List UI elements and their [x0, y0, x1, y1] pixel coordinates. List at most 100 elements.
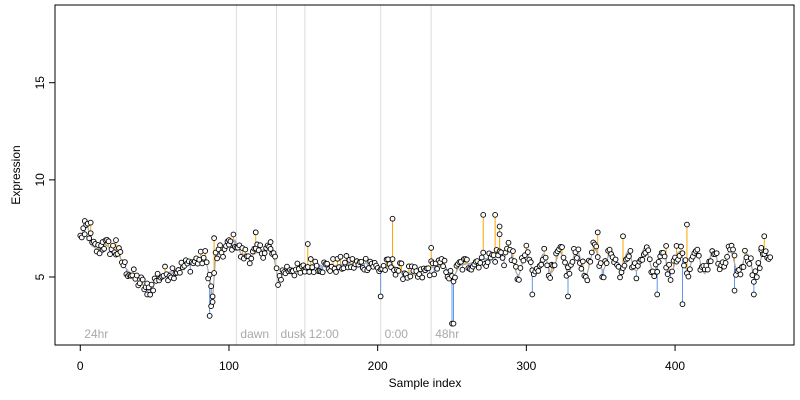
data-point [560, 254, 567, 261]
data-point [419, 274, 426, 281]
data-point [731, 287, 738, 294]
data-point [87, 219, 94, 226]
x-axis-label: Sample index [389, 376, 462, 390]
data-point [588, 249, 595, 256]
data-point [559, 244, 565, 250]
data-point [110, 242, 116, 249]
data-point [177, 269, 183, 276]
data-point [260, 255, 267, 261]
phase-label: dusk [281, 327, 307, 341]
data-point [749, 272, 756, 278]
data-point [154, 270, 161, 277]
data-point [87, 230, 94, 237]
data-point [651, 273, 658, 280]
data-point [452, 274, 458, 281]
y-tick-label: 5 [33, 273, 47, 280]
data-point [681, 262, 687, 269]
data-point [694, 246, 701, 253]
data-point [594, 229, 601, 236]
data-point [273, 265, 280, 272]
data-point [501, 262, 507, 269]
data-point [756, 265, 763, 271]
data-point [684, 221, 690, 228]
data-point [117, 249, 124, 255]
data-point [584, 277, 591, 284]
data-point [246, 260, 253, 267]
data-point [600, 274, 607, 281]
data-point [669, 268, 675, 275]
x-axis: 0 100 200 300 400 [77, 344, 685, 373]
data-point [516, 277, 522, 283]
data-point [731, 252, 738, 259]
data-point [621, 262, 628, 269]
data-point [480, 211, 487, 218]
data-point [695, 252, 702, 259]
data-point [206, 313, 213, 319]
data-point [211, 235, 217, 241]
data-point [139, 276, 146, 283]
data-point [661, 253, 668, 260]
data-point [510, 248, 516, 254]
data-point [202, 248, 209, 254]
data-point [310, 269, 317, 275]
data-point [428, 245, 435, 251]
data-point [499, 255, 506, 261]
data-point [261, 250, 268, 257]
data-point [136, 280, 143, 287]
data-point [324, 260, 330, 267]
data-point [724, 253, 730, 260]
data-point [398, 260, 405, 267]
data-point [101, 245, 107, 252]
data-point [612, 256, 619, 263]
data-point [755, 260, 762, 266]
data-point [575, 246, 582, 253]
data-point [569, 259, 576, 265]
data-point [551, 262, 558, 269]
data-point [407, 273, 414, 280]
data-point [594, 254, 601, 260]
data-point [304, 241, 311, 247]
y-axis: 5 10 15 [33, 76, 56, 280]
phase-label: 0:00 [385, 327, 409, 341]
data-point [580, 258, 586, 265]
y-tick-label: 10 [33, 173, 47, 187]
phase-label: dawn [240, 327, 269, 341]
data-point [440, 263, 446, 270]
data-point [358, 258, 365, 265]
data-point [425, 265, 432, 272]
data-point [162, 263, 168, 270]
data-point [337, 253, 344, 260]
data-point [169, 265, 176, 272]
data-point [447, 267, 454, 274]
data-point [678, 243, 684, 250]
data-point [517, 265, 524, 271]
data-point [687, 266, 693, 273]
data-point [752, 268, 759, 275]
data-point [566, 270, 573, 277]
data-points [77, 211, 774, 327]
data-point [496, 231, 503, 238]
data-point [603, 260, 610, 266]
data-point [242, 246, 249, 253]
data-point [593, 243, 600, 250]
data-point [742, 247, 748, 254]
data-point [565, 293, 571, 300]
data-point [679, 250, 686, 257]
data-point [197, 248, 204, 255]
data-point [587, 258, 594, 265]
x-tick-label: 0 [77, 359, 84, 373]
data-point [529, 291, 536, 298]
data-point [150, 287, 156, 294]
data-point [547, 275, 553, 281]
data-point [722, 260, 729, 266]
data-point [209, 299, 216, 305]
data-point [313, 262, 320, 269]
data-point [751, 291, 757, 298]
data-point [538, 261, 545, 268]
data-point [389, 256, 396, 262]
data-point [211, 270, 217, 276]
data-point [737, 271, 744, 278]
data-point [147, 291, 154, 298]
